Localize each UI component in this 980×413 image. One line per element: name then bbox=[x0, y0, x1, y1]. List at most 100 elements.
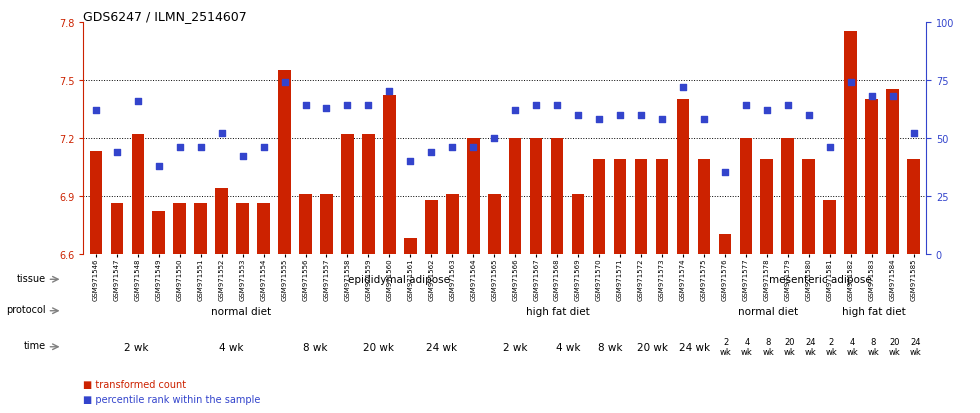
Point bbox=[654, 116, 669, 123]
Point bbox=[318, 105, 334, 112]
Point bbox=[759, 107, 774, 114]
Bar bbox=[740, 138, 752, 254]
Text: 20
wk: 20 wk bbox=[889, 337, 901, 356]
Text: 24
wk: 24 wk bbox=[909, 337, 921, 356]
Bar bbox=[530, 138, 543, 254]
Point bbox=[486, 135, 502, 142]
Text: 2
wk: 2 wk bbox=[825, 337, 837, 356]
Bar bbox=[551, 138, 564, 254]
Point bbox=[298, 103, 314, 109]
Point bbox=[256, 144, 271, 151]
Text: normal diet: normal diet bbox=[738, 306, 798, 316]
Bar bbox=[446, 194, 459, 254]
Point bbox=[193, 144, 209, 151]
Point bbox=[843, 80, 858, 86]
Point bbox=[214, 131, 229, 137]
Bar bbox=[173, 204, 186, 254]
Text: mesenteric adipose: mesenteric adipose bbox=[769, 275, 872, 285]
Text: time: time bbox=[24, 340, 46, 350]
Text: 2 wk: 2 wk bbox=[123, 342, 148, 352]
Bar bbox=[278, 71, 291, 254]
Bar bbox=[488, 194, 501, 254]
Text: tissue: tissue bbox=[17, 273, 46, 283]
Bar bbox=[341, 135, 354, 254]
Text: high fat diet: high fat diet bbox=[525, 306, 589, 316]
Bar bbox=[781, 138, 794, 254]
Bar bbox=[718, 235, 731, 254]
Point bbox=[780, 103, 796, 109]
Bar bbox=[216, 188, 228, 254]
Text: 4 wk: 4 wk bbox=[219, 342, 243, 352]
Point bbox=[361, 103, 376, 109]
Bar bbox=[89, 152, 102, 254]
Text: 4 wk: 4 wk bbox=[556, 342, 580, 352]
Text: 8
wk: 8 wk bbox=[867, 337, 879, 356]
Bar bbox=[571, 194, 584, 254]
Text: 8 wk: 8 wk bbox=[303, 342, 327, 352]
Point bbox=[528, 103, 544, 109]
Bar bbox=[613, 159, 626, 254]
Bar bbox=[845, 32, 857, 254]
Bar bbox=[760, 159, 773, 254]
Point bbox=[88, 107, 104, 114]
Bar bbox=[656, 159, 668, 254]
Bar bbox=[865, 100, 878, 254]
Text: 2
wk: 2 wk bbox=[720, 337, 732, 356]
Point bbox=[738, 103, 754, 109]
Point bbox=[466, 144, 481, 151]
Text: 8
wk: 8 wk bbox=[762, 337, 774, 356]
Bar bbox=[886, 90, 899, 254]
Bar bbox=[111, 204, 123, 254]
Point bbox=[717, 170, 733, 176]
Bar bbox=[803, 159, 815, 254]
Point bbox=[675, 84, 691, 91]
Point bbox=[801, 112, 816, 119]
Point bbox=[381, 89, 397, 95]
Text: 24 wk: 24 wk bbox=[679, 342, 710, 352]
Bar bbox=[466, 138, 479, 254]
Bar bbox=[236, 204, 249, 254]
Text: epididymal adipose: epididymal adipose bbox=[348, 275, 451, 285]
Text: 4
wk: 4 wk bbox=[741, 337, 753, 356]
Bar bbox=[299, 194, 312, 254]
Text: ■ transformed count: ■ transformed count bbox=[83, 379, 186, 389]
Text: 20 wk: 20 wk bbox=[363, 342, 394, 352]
Point bbox=[885, 93, 901, 100]
Point bbox=[863, 93, 879, 100]
Bar bbox=[698, 159, 710, 254]
Text: 20 wk: 20 wk bbox=[637, 342, 667, 352]
Bar bbox=[635, 159, 647, 254]
Point bbox=[549, 103, 564, 109]
Point bbox=[340, 103, 356, 109]
Bar bbox=[907, 159, 920, 254]
Bar bbox=[404, 239, 416, 254]
Text: 4
wk: 4 wk bbox=[847, 337, 858, 356]
Bar bbox=[131, 135, 144, 254]
Bar bbox=[194, 204, 207, 254]
Bar bbox=[425, 200, 438, 254]
Point bbox=[445, 144, 461, 151]
Text: 8 wk: 8 wk bbox=[598, 342, 622, 352]
Point bbox=[130, 98, 146, 104]
Point bbox=[109, 149, 124, 156]
Point bbox=[172, 144, 187, 151]
Bar bbox=[383, 96, 396, 254]
Point bbox=[633, 112, 649, 119]
Point bbox=[612, 112, 628, 119]
Point bbox=[822, 144, 838, 151]
Text: GDS6247 / ILMN_2514607: GDS6247 / ILMN_2514607 bbox=[83, 10, 247, 23]
Point bbox=[235, 154, 251, 160]
Text: 2 wk: 2 wk bbox=[503, 342, 527, 352]
Point bbox=[570, 112, 586, 119]
Bar bbox=[509, 138, 521, 254]
Point bbox=[508, 107, 523, 114]
Text: ■ percentile rank within the sample: ■ percentile rank within the sample bbox=[83, 394, 261, 404]
Bar bbox=[823, 200, 836, 254]
Point bbox=[696, 116, 711, 123]
Bar bbox=[676, 100, 689, 254]
Text: 20
wk: 20 wk bbox=[783, 337, 795, 356]
Point bbox=[151, 163, 167, 169]
Text: protocol: protocol bbox=[6, 304, 46, 314]
Text: high fat diet: high fat diet bbox=[842, 306, 906, 316]
Point bbox=[276, 80, 292, 86]
